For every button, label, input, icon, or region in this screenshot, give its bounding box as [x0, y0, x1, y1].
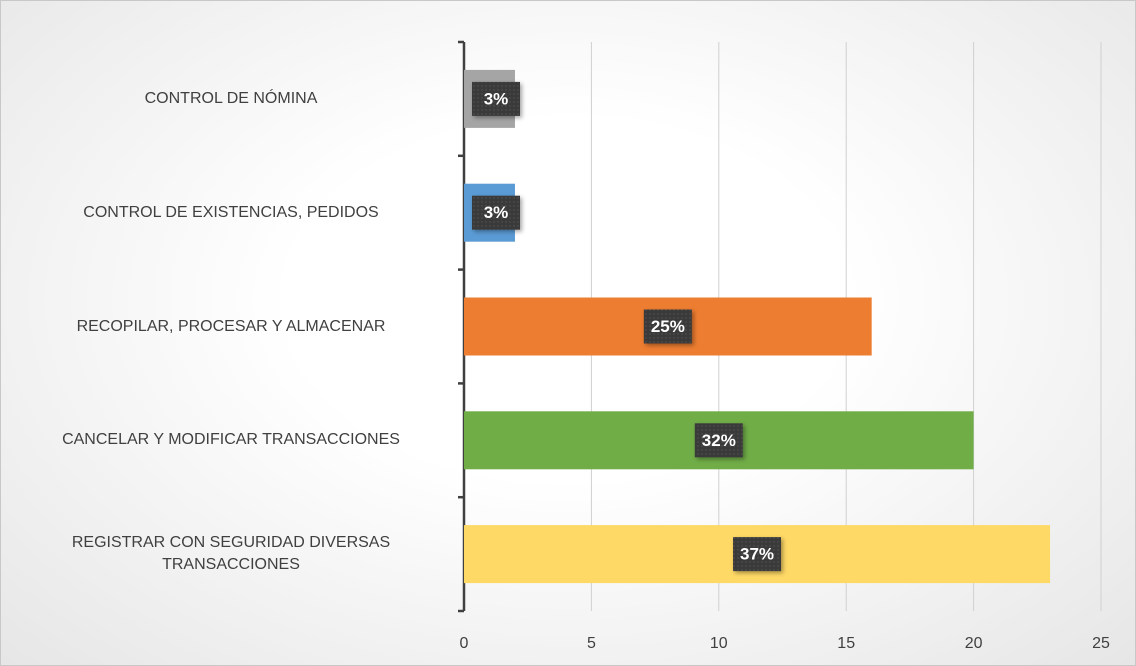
y-tick-label: RECOPILAR, PROCESAR Y ALMACENAR [76, 317, 386, 335]
data-label-text: 3% [484, 203, 509, 222]
x-tick-label: 5 [587, 635, 596, 652]
data-label-text: 25% [651, 317, 685, 336]
y-tick-label: REGISTRAR CON SEGURIDAD DIVERSAS TRANSAC… [71, 534, 391, 574]
data-label-box [643, 309, 692, 344]
data-label: 25% [643, 309, 692, 344]
y-tick-label: CONTROL DE EXISTENCIAS, PEDIDOS [83, 203, 379, 221]
data-label-text: 3% [484, 89, 509, 108]
data-label-text: 37% [740, 545, 774, 564]
x-tick-label: 25 [1092, 635, 1110, 652]
data-label: 3% [472, 81, 520, 116]
data-label-box [472, 81, 520, 116]
y-tick-label: CONTROL DE NÓMINA [144, 89, 318, 107]
data-label-box [733, 537, 782, 572]
x-tick-label: 10 [710, 635, 728, 652]
data-label-box [472, 195, 520, 230]
data-label-text: 32% [702, 431, 736, 450]
x-tick-label: 15 [837, 635, 855, 652]
data-label: 37% [733, 537, 782, 572]
x-tick-label: 20 [965, 635, 983, 652]
data-label-box [694, 423, 743, 458]
x-tick-label: 0 [460, 635, 469, 652]
data-label: 32% [694, 423, 743, 458]
y-tick-label: CANCELAR Y MODIFICAR TRANSACCIONES [62, 431, 400, 449]
data-label: 3% [472, 195, 520, 230]
